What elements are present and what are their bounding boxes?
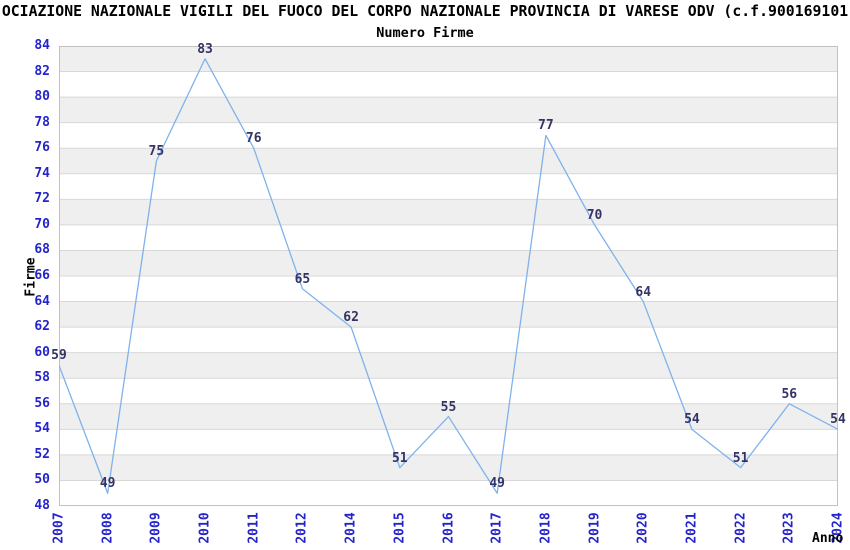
x-tick-label: 2012 <box>294 512 310 544</box>
x-tick-label: 2009 <box>148 512 164 544</box>
chart-title: OCIAZIONE NAZIONALE VIGILI DEL FUOCO DEL… <box>1 3 849 20</box>
y-tick-label: 72 <box>34 191 50 207</box>
y-tick-label: 58 <box>34 370 50 386</box>
y-tick-label: 54 <box>34 421 50 437</box>
plot-band <box>59 97 838 123</box>
plot-band <box>59 148 838 174</box>
y-tick-label: 80 <box>34 89 50 105</box>
x-tick-label: 2016 <box>441 512 456 544</box>
plot-band <box>59 46 838 72</box>
plot-band <box>59 327 838 353</box>
x-axis-title: Anno <box>812 531 844 546</box>
plot-band <box>59 224 838 251</box>
plot-band <box>59 378 838 404</box>
plot-band <box>59 122 838 149</box>
y-tick-label: 68 <box>34 242 50 258</box>
x-tick-label: 2011 <box>246 512 262 544</box>
y-tick-label: 70 <box>34 216 50 232</box>
plot-band <box>59 480 838 506</box>
x-tick-label: 2014 <box>343 512 359 544</box>
plot-band <box>59 352 838 379</box>
plot-band <box>59 199 838 225</box>
plot-area <box>59 46 838 506</box>
y-tick-label: 52 <box>34 446 50 462</box>
chart-subtitle: Numero Firme <box>376 25 474 41</box>
plot-band <box>59 454 838 481</box>
x-tick-label: 2020 <box>635 512 651 544</box>
y-axis-title: Firme <box>23 257 39 297</box>
plot-band <box>59 71 838 98</box>
x-tick-label: 2018 <box>538 512 554 544</box>
y-tick-label: 48 <box>34 498 50 513</box>
x-tick-label: 2015 <box>392 512 408 544</box>
y-tick-label: 76 <box>34 140 50 156</box>
plot-border <box>59 46 838 506</box>
y-tick-label: 62 <box>34 319 50 335</box>
x-tick-label: 2010 <box>197 512 213 544</box>
y-tick-label: 82 <box>34 63 50 79</box>
plot-band <box>59 173 838 200</box>
plot-band <box>59 276 838 302</box>
x-tick-label: 2008 <box>100 512 116 544</box>
x-tick-label: 2021 <box>684 512 700 544</box>
plot-band <box>59 301 838 328</box>
x-tick-label: 2022 <box>733 512 749 544</box>
series-line <box>59 58 838 494</box>
plot-band <box>59 429 838 455</box>
x-tick-label: 2023 <box>781 512 797 544</box>
y-tick-label: 56 <box>34 395 50 411</box>
plot-band <box>59 250 838 276</box>
y-tick-label: 74 <box>34 165 50 181</box>
y-tick-label: 50 <box>34 472 50 488</box>
x-tick-label: 2017 <box>489 512 505 544</box>
y-tick-label: 78 <box>34 114 50 130</box>
x-tick-label: 2007 <box>51 512 67 544</box>
x-tick-label: 2019 <box>587 512 603 544</box>
y-tick-label: 60 <box>34 344 50 360</box>
